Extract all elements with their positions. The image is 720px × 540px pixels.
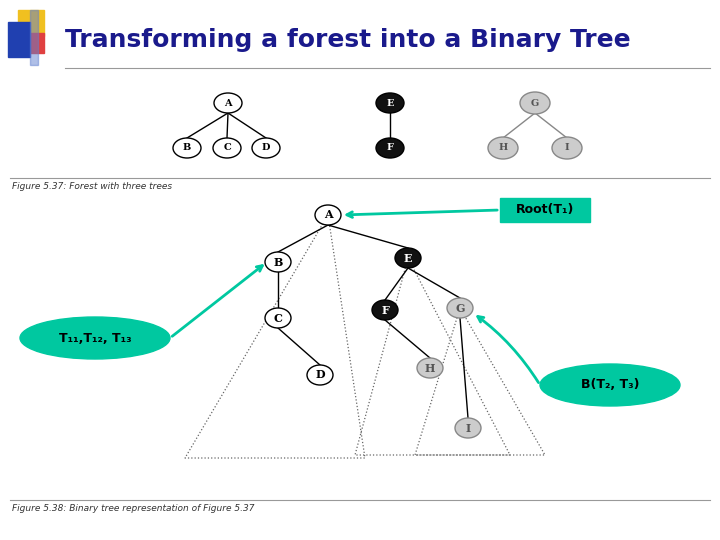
- Ellipse shape: [376, 138, 404, 158]
- Text: F: F: [381, 305, 389, 315]
- Ellipse shape: [20, 317, 170, 359]
- Text: H: H: [498, 144, 508, 152]
- Text: G: G: [455, 302, 464, 314]
- Text: B(T₂, T₃): B(T₂, T₃): [581, 379, 639, 392]
- Ellipse shape: [315, 205, 341, 225]
- Ellipse shape: [540, 364, 680, 406]
- Ellipse shape: [417, 358, 443, 378]
- Text: C: C: [223, 144, 231, 152]
- Bar: [18, 10, 44, 36]
- Bar: [8, 22, 30, 57]
- Text: F: F: [387, 144, 394, 152]
- Ellipse shape: [488, 137, 518, 159]
- Bar: [18, 33, 44, 53]
- Text: I: I: [564, 144, 570, 152]
- Ellipse shape: [265, 308, 291, 328]
- Text: T₁₁,T₁₂, T₁₃: T₁₁,T₁₂, T₁₃: [59, 332, 131, 345]
- Text: D: D: [262, 144, 270, 152]
- Ellipse shape: [376, 93, 404, 113]
- Text: D: D: [315, 369, 325, 381]
- Text: E: E: [386, 98, 394, 107]
- Ellipse shape: [307, 365, 333, 385]
- Text: Figure 5.38: Binary tree representation of Figure 5.37: Figure 5.38: Binary tree representation …: [12, 504, 254, 513]
- Ellipse shape: [455, 418, 481, 438]
- Text: H: H: [425, 362, 435, 374]
- Text: Root(T₁): Root(T₁): [516, 204, 574, 217]
- FancyBboxPatch shape: [500, 198, 590, 222]
- Ellipse shape: [372, 300, 398, 320]
- Text: Figure 5.37: Forest with three trees: Figure 5.37: Forest with three trees: [12, 182, 172, 191]
- Ellipse shape: [173, 138, 201, 158]
- Ellipse shape: [252, 138, 280, 158]
- Text: Transforming a forest into a Binary Tree: Transforming a forest into a Binary Tree: [65, 28, 631, 52]
- Ellipse shape: [213, 138, 241, 158]
- Text: B: B: [183, 144, 191, 152]
- Ellipse shape: [265, 252, 291, 272]
- Ellipse shape: [214, 93, 242, 113]
- Text: G: G: [531, 98, 539, 107]
- Ellipse shape: [552, 137, 582, 159]
- Text: E: E: [404, 253, 413, 264]
- Text: A: A: [324, 210, 333, 220]
- Text: I: I: [465, 422, 471, 434]
- Ellipse shape: [447, 298, 473, 318]
- Text: C: C: [274, 313, 282, 323]
- Text: A: A: [224, 98, 232, 107]
- Ellipse shape: [520, 92, 550, 114]
- Text: B: B: [274, 256, 283, 267]
- Ellipse shape: [395, 248, 421, 268]
- Bar: [30, 10, 38, 65]
